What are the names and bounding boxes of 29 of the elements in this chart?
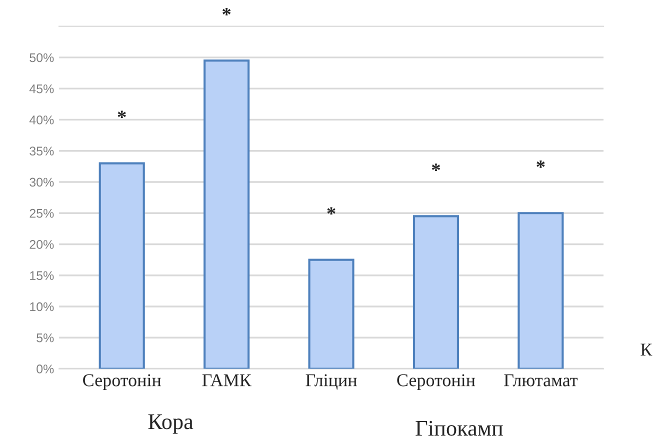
y-tick-label: 35%: [30, 146, 54, 156]
bar: [412, 215, 460, 369]
bar: [518, 212, 564, 369]
x-tick-label: Серотонін: [83, 374, 161, 390]
y-tick-label: 15%: [30, 271, 54, 280]
y-tick-label: 0%: [36, 364, 54, 374]
bar: [308, 258, 354, 369]
text: Гіпокамп: [416, 420, 503, 436]
x-tick-label: ГАМК: [202, 374, 252, 386]
y-tick-label: 30%: [30, 178, 54, 187]
text: *: [222, 8, 231, 16]
annotation: *: [432, 164, 440, 171]
y-tick-label: 5%: [36, 333, 54, 342]
y-tick-label: 20%: [30, 240, 54, 249]
bar: [98, 162, 145, 369]
x-tick-label: Гліцин: [306, 374, 357, 390]
annotation: *: [327, 207, 336, 215]
text: Кора: [148, 414, 194, 434]
text: К: [640, 344, 652, 356]
y-tick-label: 50%: [30, 53, 54, 62]
annotation: *: [118, 110, 126, 118]
y-tick-label: 40%: [29, 116, 54, 124]
y-tick-label: 10%: [30, 302, 54, 312]
y-tick-label: 25%: [30, 208, 54, 218]
bar: [204, 60, 250, 369]
x-tick-label: Глютамат: [504, 374, 578, 386]
y-tick-label: 45%: [29, 84, 54, 94]
x-tick-label: Серотонін: [397, 374, 476, 390]
annotation: *: [536, 160, 545, 168]
